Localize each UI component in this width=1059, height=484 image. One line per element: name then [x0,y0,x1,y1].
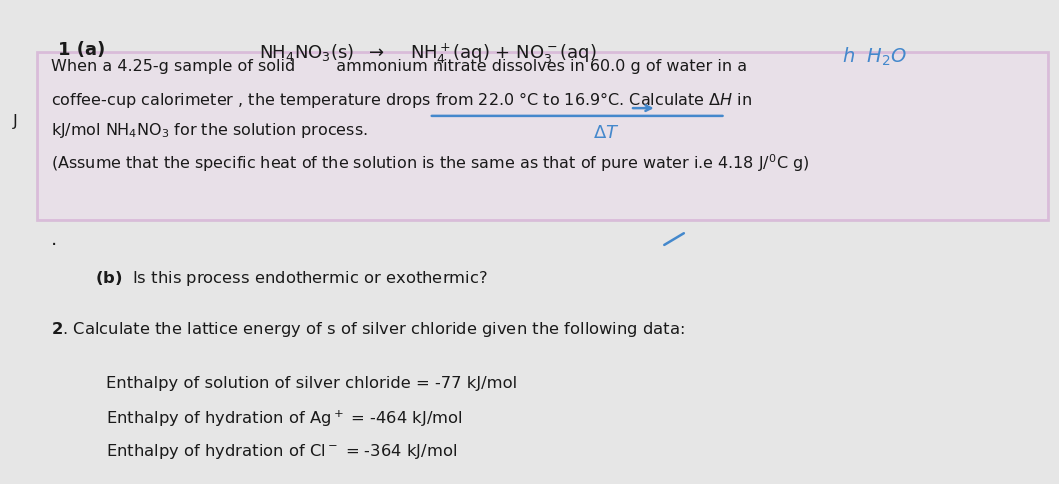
Text: Enthalpy of hydration of Cl$^-$ = -364 kJ/mol: Enthalpy of hydration of Cl$^-$ = -364 k… [106,441,457,460]
Text: coffee-cup calorimeter , the temperature drops from 22.0 °C to 16.9°C. Calculate: coffee-cup calorimeter , the temperature… [51,90,752,110]
Text: When a 4.25-g sample of solid        ammonium nitrate dissolves in 60.0 g of wat: When a 4.25-g sample of solid ammonium n… [51,59,747,74]
Bar [37,53,1048,220]
Text: 1 (a): 1 (a) [58,41,106,59]
Text: Enthalpy of hydration of Ag$^+$ = -464 kJ/mol: Enthalpy of hydration of Ag$^+$ = -464 k… [106,408,463,428]
Text: $\Delta T$: $\Delta T$ [593,123,620,141]
Text: $\mathbf{2}$. Calculate the lattice energy of s of silver chloride given the fol: $\mathbf{2}$. Calculate the lattice ener… [51,319,685,338]
Text: $\mathbf{(b)}$  Is this process endothermic or exothermic?: $\mathbf{(b)}$ Is this process endotherm… [95,269,488,287]
Text: NH$_4$NO$_3$(s)  $\rightarrow$    NH$_4^+$(aq) + NO$_3^-$(aq): NH$_4$NO$_3$(s) $\rightarrow$ NH$_4^+$(a… [259,41,597,65]
Text: .: . [51,230,57,249]
Text: Enthalpy of solution of silver chloride = -77 kJ/mol: Enthalpy of solution of silver chloride … [106,375,517,390]
Text: kJ/mol NH$_4$NO$_3$ for the solution process.: kJ/mol NH$_4$NO$_3$ for the solution pro… [51,121,367,140]
Text: (Assume that the specific heat of the solution is the same as that of pure water: (Assume that the specific heat of the so… [51,152,809,174]
Text: $\mathit{h}$  $H_2O$: $\mathit{h}$ $H_2O$ [842,46,908,68]
Text: J: J [13,114,17,128]
